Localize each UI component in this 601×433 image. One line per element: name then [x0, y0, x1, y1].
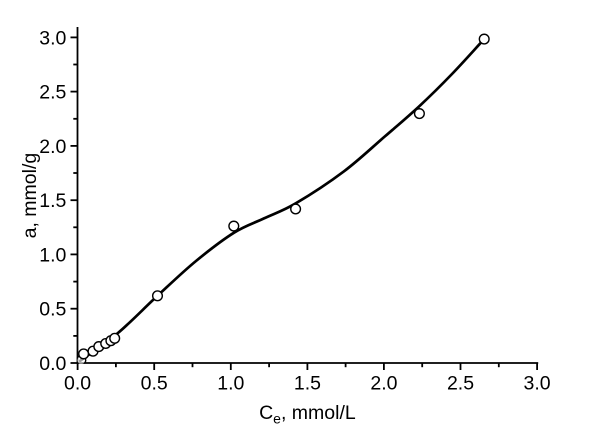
- svg-text:2.0: 2.0: [39, 136, 66, 158]
- svg-text:0.5: 0.5: [39, 299, 66, 321]
- svg-text:a, mmol/g: a, mmol/g: [19, 153, 41, 239]
- svg-text:3.0: 3.0: [39, 27, 66, 49]
- svg-text:1.5: 1.5: [294, 372, 321, 394]
- svg-text:0.0: 0.0: [64, 372, 91, 394]
- svg-text:0.0: 0.0: [39, 353, 66, 375]
- svg-text:2.5: 2.5: [447, 372, 474, 394]
- svg-text:2.0: 2.0: [370, 372, 397, 394]
- svg-text:0.5: 0.5: [141, 372, 168, 394]
- svg-text:Ce, mmol/L: Ce, mmol/L: [259, 402, 356, 427]
- svg-text:1.0: 1.0: [217, 372, 244, 394]
- svg-text:2.5: 2.5: [39, 82, 66, 104]
- svg-text:1.5: 1.5: [39, 190, 66, 212]
- svg-text:3.0: 3.0: [524, 372, 551, 394]
- svg-text:1.0: 1.0: [39, 244, 66, 266]
